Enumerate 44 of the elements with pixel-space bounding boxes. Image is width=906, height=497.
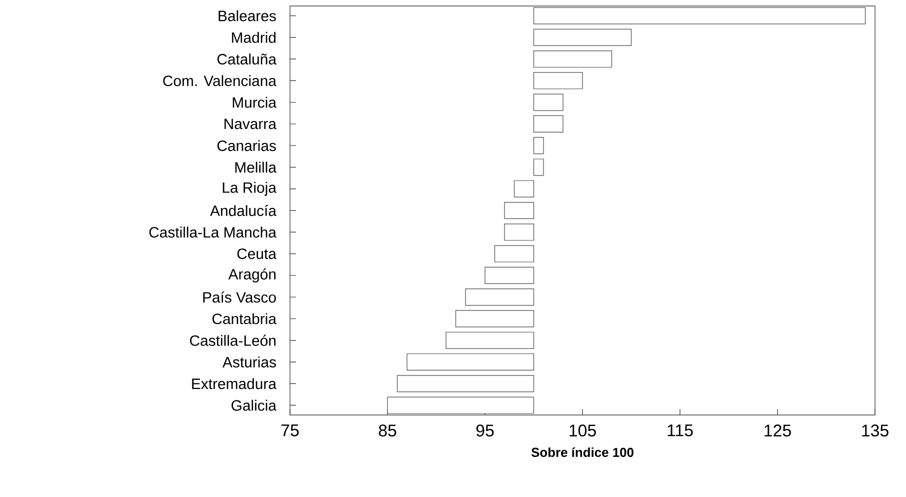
bar	[494, 245, 534, 262]
x-tick-label: 115	[668, 424, 693, 436]
bar	[396, 375, 534, 392]
x-tick-label: 125	[764, 424, 791, 437]
y-tick-label: Castilla-La Mancha	[149, 226, 276, 238]
bar	[533, 28, 632, 46]
y-tick-label: Baleares	[218, 10, 276, 22]
x-tick-label: 135	[862, 424, 888, 437]
bar	[465, 288, 534, 306]
bar	[455, 310, 534, 328]
y-tick-label: Canarias	[217, 140, 276, 152]
y-tick-label: Cantabria	[212, 313, 276, 324]
y-tick-label: Galicia	[232, 400, 276, 411]
bar	[514, 180, 534, 198]
bar	[504, 224, 534, 241]
x-axis-title: Sobre índice 100	[531, 447, 634, 457]
y-tick-label: Melilla	[235, 162, 276, 173]
y-tick-label: Extremadura	[192, 378, 276, 390]
x-tick-label: 85	[378, 424, 396, 437]
bar	[533, 94, 564, 111]
x-tick-label: 105	[570, 424, 596, 437]
bar	[533, 137, 544, 154]
y-tick-label: Aragón	[228, 268, 276, 282]
y-tick-label: Asturias	[222, 356, 276, 368]
bar	[504, 202, 534, 220]
bar	[533, 115, 564, 132]
y-tick-label: Castilla-León	[190, 334, 276, 346]
x-tick-label: 75	[281, 424, 299, 436]
y-tick-label: Andalucía	[210, 204, 276, 216]
y-tick-label: País Vasco	[203, 291, 276, 303]
bar	[533, 72, 583, 90]
bar	[484, 266, 534, 284]
y-tick-label: Cataluña	[217, 54, 276, 64]
bar	[533, 158, 544, 176]
y-tick-label: Madrid	[232, 32, 276, 43]
bar	[446, 332, 534, 349]
y-tick-label: La Rioja	[222, 182, 276, 196]
y-tick-label: Murcia	[232, 96, 276, 108]
y-tick-label: Com. Valenciana	[163, 75, 276, 86]
bar	[406, 353, 534, 371]
y-tick-label: Ceuta	[237, 248, 276, 260]
x-tick-label: 95	[476, 424, 494, 437]
y-tick-label: Navarra	[224, 118, 276, 130]
bar	[533, 50, 612, 68]
